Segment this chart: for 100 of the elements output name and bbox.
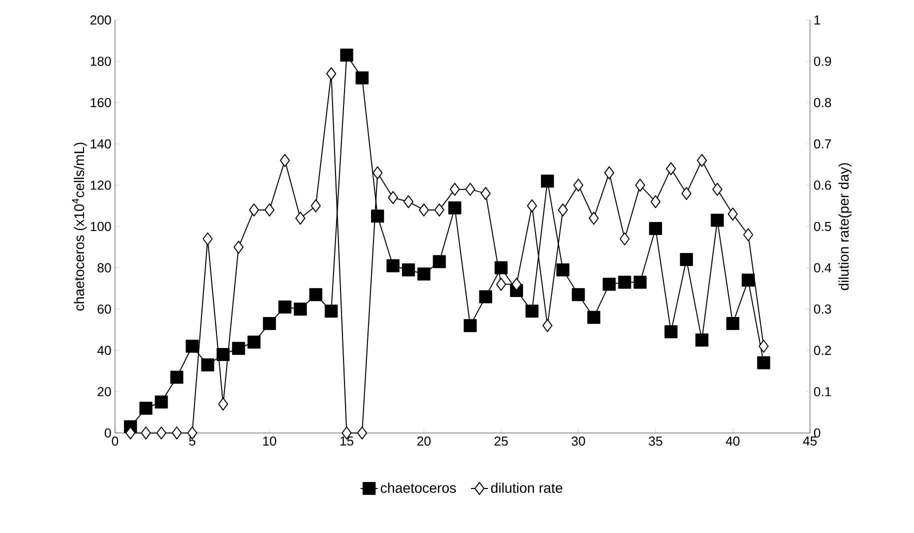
point — [448, 201, 462, 214]
y-tick-label: 20 — [98, 387, 111, 396]
x-tick-label: 30 — [572, 436, 586, 446]
y-tick-label: 180 — [90, 56, 111, 66]
point — [356, 71, 369, 84]
point — [556, 263, 570, 276]
point — [558, 203, 568, 216]
point — [620, 232, 630, 246]
point — [649, 222, 662, 236]
point — [402, 263, 415, 276]
y-axis-title: chaetoceros (x10$^{4}$cells/mL) — [72, 142, 87, 311]
point — [357, 426, 368, 440]
y-tick-label: 100 — [90, 222, 111, 232]
point — [512, 278, 522, 291]
x-tick-label: 15 — [340, 436, 354, 446]
point — [726, 317, 740, 330]
y2-tick-label: 0.8 — [814, 98, 832, 108]
point — [712, 182, 722, 196]
point — [604, 166, 614, 180]
point — [201, 358, 214, 372]
y-tick-label: 40 — [97, 346, 111, 355]
point — [234, 240, 244, 254]
point — [309, 288, 322, 302]
point — [710, 214, 724, 227]
point — [434, 203, 444, 216]
point — [218, 398, 228, 411]
point — [587, 310, 600, 324]
y2-tick-label: 0 — [814, 428, 820, 438]
point — [418, 203, 429, 216]
y2-tick-label: 0.7 — [814, 139, 831, 148]
point — [125, 426, 136, 440]
point — [388, 191, 398, 204]
point — [540, 174, 554, 188]
y2-tick-label: 0.9 — [814, 56, 831, 66]
y2-tick-label: 0.5 — [814, 222, 832, 232]
point — [464, 319, 477, 332]
point — [664, 325, 678, 338]
point — [432, 255, 446, 268]
x-tick-label: 45 — [803, 436, 817, 446]
point — [403, 195, 414, 208]
point — [172, 426, 182, 440]
legend-label: dilution rate — [491, 482, 562, 493]
point — [542, 319, 552, 332]
point — [465, 182, 476, 196]
point — [154, 396, 168, 409]
y-tick-label: 140 — [90, 139, 111, 148]
point — [280, 154, 290, 167]
y2-tick-label: 0.6 — [814, 180, 832, 190]
y2-tick-label: 0.4 — [814, 263, 832, 272]
y2-tick-label: 1 — [814, 16, 820, 24]
point — [295, 212, 306, 225]
point — [588, 212, 599, 225]
point — [728, 208, 738, 221]
legend-label: chaetoceros — [380, 482, 456, 493]
point — [310, 199, 321, 212]
point — [572, 288, 585, 302]
point — [140, 426, 151, 440]
point — [450, 182, 460, 196]
point — [496, 278, 506, 291]
point — [742, 274, 755, 287]
point — [758, 340, 769, 353]
point — [680, 253, 693, 266]
point — [278, 300, 292, 314]
point — [635, 178, 646, 192]
x-tick-label: 0 — [112, 436, 118, 446]
point — [340, 48, 354, 62]
point — [480, 186, 491, 200]
point — [650, 195, 661, 208]
x-tick-label: 20 — [417, 436, 431, 446]
point — [170, 370, 184, 384]
point — [743, 228, 754, 242]
x-tick-label: 40 — [726, 436, 740, 446]
point — [573, 178, 584, 192]
point — [666, 162, 676, 176]
point — [372, 166, 383, 180]
x-tick-label: 25 — [494, 436, 508, 446]
point — [417, 267, 430, 280]
x-tick-label: 35 — [648, 436, 662, 446]
point — [681, 186, 692, 200]
point — [249, 203, 260, 216]
point — [264, 203, 274, 216]
point — [757, 356, 770, 370]
point — [139, 402, 152, 415]
y2-axis-title: dilution rate(per day) — [838, 163, 852, 290]
y-tick-label: 120 — [90, 180, 111, 190]
point — [202, 232, 213, 246]
point — [479, 290, 492, 304]
point — [294, 302, 307, 316]
point — [326, 67, 336, 80]
y-tick-label: 0 — [104, 428, 111, 438]
y2-tick-label: 0.1 — [814, 387, 831, 396]
point — [527, 199, 537, 212]
y-tick-label: 200 — [90, 15, 111, 25]
y-tick-label: 160 — [90, 98, 111, 108]
point — [232, 342, 246, 355]
point — [156, 426, 166, 440]
point — [262, 317, 276, 330]
point — [618, 276, 632, 289]
x-tick-label: 10 — [263, 436, 276, 446]
point — [602, 278, 616, 291]
